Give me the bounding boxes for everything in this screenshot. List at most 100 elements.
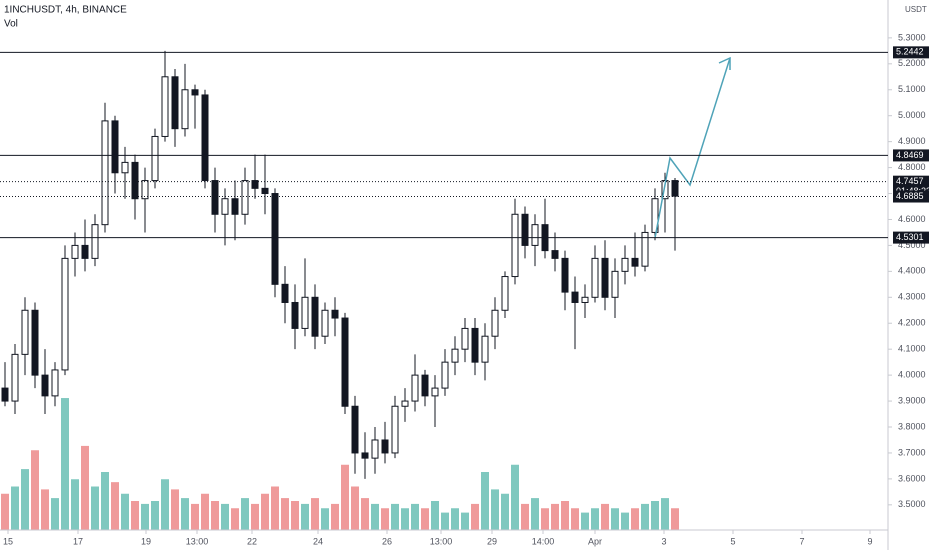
volume-bar: [281, 498, 289, 530]
y-tick-label: 4.3000: [898, 292, 926, 302]
candle-body: [31, 309, 39, 376]
candle-body: [321, 309, 329, 337]
price-label: 4.6885: [896, 191, 924, 201]
candle-body: [381, 439, 389, 454]
y-tick-label: 3.5000: [898, 499, 926, 509]
candle-body: [61, 257, 69, 371]
y-tick-label: 5.1000: [898, 84, 926, 94]
candle-body: [131, 161, 139, 200]
volume-bar: [1, 493, 9, 530]
candle-body: [611, 270, 619, 298]
volume-bar: [571, 508, 579, 530]
price-label-box: [893, 231, 929, 244]
volume-bar: [501, 493, 509, 530]
volume-bar: [151, 501, 159, 530]
volume-bar: [111, 482, 119, 530]
candle-body: [351, 405, 359, 454]
candle-body: [111, 120, 119, 174]
x-tick-label: 22: [247, 536, 257, 546]
candle-body: [571, 291, 579, 303]
candle-body: [511, 213, 519, 278]
price-label: 4.8469: [896, 150, 924, 160]
y-tick-label: 5.2000: [898, 58, 926, 68]
candle-body: [201, 94, 209, 182]
candle-body: [81, 244, 89, 259]
candle-body: [251, 180, 259, 189]
candle-body: [51, 369, 59, 397]
candle-body: [191, 89, 199, 96]
x-tick-label: 26: [382, 536, 392, 546]
volume-bar: [491, 489, 499, 530]
volume-bar: [631, 508, 639, 530]
volume-bar: [671, 508, 679, 530]
y-tick-label: 4.6000: [898, 214, 926, 224]
volume-bar: [301, 503, 309, 530]
candle-body: [71, 244, 79, 259]
candle-body: [481, 335, 489, 363]
candle-body: [401, 400, 409, 407]
volume-bar: [591, 508, 599, 530]
volume-bar: [391, 503, 399, 530]
volume-bar: [91, 486, 99, 530]
volume-bar: [521, 503, 529, 530]
candle-body: [371, 439, 379, 459]
chart-title: 1INCHUSDT, 4h, BINANCE: [4, 5, 127, 16]
candle-body: [641, 231, 649, 267]
y-tick-label: 4.8000: [898, 162, 926, 172]
candle-body: [331, 309, 339, 319]
candle-body: [211, 180, 219, 215]
volume-bar: [141, 503, 149, 530]
volume-bar: [21, 469, 29, 530]
volume-bar: [581, 512, 589, 530]
candle-body: [261, 187, 269, 195]
price-label-box: [893, 46, 929, 59]
y-tick-label: 4.4000: [898, 266, 926, 276]
volume-bar: [401, 508, 409, 530]
candle-body: [241, 180, 249, 215]
y-tick-label: 4.1000: [898, 344, 926, 354]
volume-bar: [411, 503, 419, 530]
y-tick-label: 4.5000: [898, 240, 926, 250]
volume-bar: [11, 486, 19, 530]
projection-arrow: [654, 57, 731, 239]
volume-bar: [471, 503, 479, 530]
volume-bar: [541, 508, 549, 530]
candle-body: [11, 353, 19, 402]
volume-bar: [31, 450, 39, 530]
volume-bar: [351, 486, 359, 530]
candle-body: [121, 161, 129, 174]
x-tick-label: 7: [799, 536, 804, 546]
candle-body: [41, 374, 49, 397]
arrow-head: [718, 56, 731, 70]
candle-body: [531, 224, 539, 246]
candle-body: [231, 198, 239, 215]
price-label-box: [893, 149, 929, 162]
volume-bar: [81, 445, 89, 530]
candle-body: [391, 405, 399, 454]
x-tick-label: 19: [141, 536, 151, 546]
x-tick-label: 3: [661, 536, 666, 546]
candle-body: [151, 135, 159, 182]
y-tick-label: 3.7000: [898, 447, 926, 457]
volume-bar: [601, 503, 609, 530]
volume-bar: [171, 489, 179, 530]
candle-body: [631, 257, 639, 267]
price-label: 5.2442: [896, 47, 924, 57]
candle-body: [171, 76, 179, 130]
y-tick-label: 3.9000: [898, 395, 926, 405]
candle-body: [411, 374, 419, 402]
x-tick-label: 9: [867, 536, 872, 546]
volume-bar: [321, 508, 329, 530]
volume-bar: [161, 479, 169, 530]
x-tick-label: Apr: [588, 536, 602, 546]
volume-bar: [361, 498, 369, 530]
candle-body: [521, 213, 529, 246]
volume-bar: [451, 508, 459, 530]
candle-body: [561, 257, 569, 293]
candle-body: [101, 120, 109, 226]
volume-label: Vol: [4, 19, 18, 30]
candle-body: [451, 348, 459, 363]
volume-bar: [441, 512, 449, 530]
candle-body: [441, 361, 449, 389]
